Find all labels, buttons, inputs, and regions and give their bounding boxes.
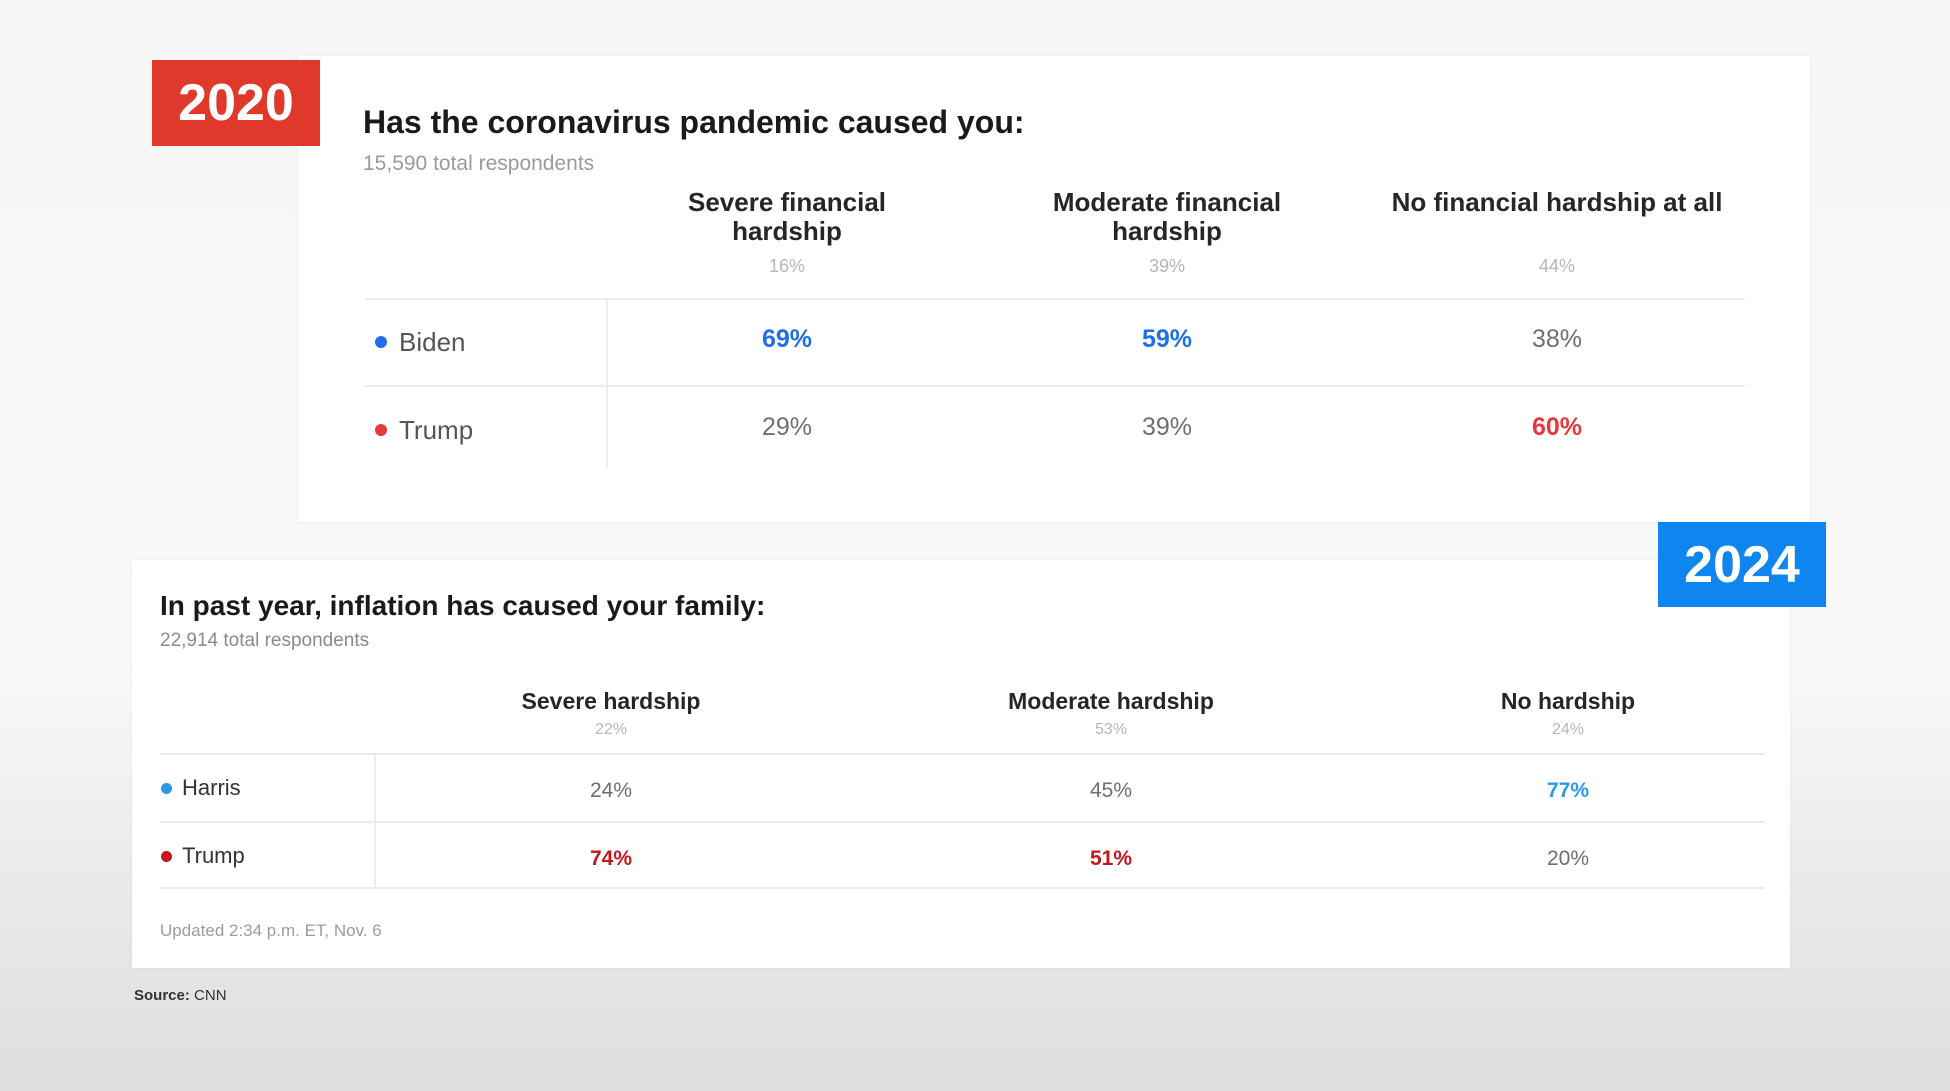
poll-title-2024: In past year, inflation has caused your … — [160, 590, 766, 621]
series-dot-biden — [375, 336, 387, 348]
poll-title-2020: Has the coronavirus pandemic caused you: — [363, 104, 1025, 140]
cell-trump2024-moderate: 51% — [1089, 847, 1133, 870]
header-divider-2024 — [160, 753, 1765, 755]
row-label-text: Trump — [399, 414, 474, 445]
column-share-none-2020: 44% — [1538, 256, 1576, 276]
respondents-2020: 15,590 total respondents — [363, 152, 595, 175]
cell-harris-none: 77% — [1546, 779, 1590, 802]
label-column-divider-2024 — [374, 755, 376, 887]
row-label-text: Harris — [182, 775, 241, 800]
cell-harris-moderate: 45% — [1089, 779, 1133, 802]
column-share-moderate-2024: 53% — [1094, 721, 1128, 738]
row-label-text: Biden — [399, 326, 466, 357]
cell-harris-severe: 24% — [589, 779, 633, 802]
cell-biden-moderate: 59% — [1141, 325, 1193, 353]
cell-trump2024-none: 20% — [1546, 847, 1590, 870]
poll-card-2020 — [298, 56, 1810, 522]
cell-trump2020-moderate: 39% — [1141, 413, 1193, 441]
column-share-none-2024: 24% — [1551, 721, 1585, 738]
cell-trump2020-none: 60% — [1531, 413, 1583, 441]
row-label-biden: Biden — [375, 322, 466, 362]
source-credit: Source: CNN — [134, 987, 227, 1004]
column-share-severe-2020: 16% — [768, 256, 806, 276]
row-label-text: Trump — [182, 843, 245, 868]
series-dot-harris — [161, 782, 172, 794]
poll-card-2024 — [132, 560, 1790, 968]
cell-biden-none: 38% — [1531, 325, 1583, 353]
column-header-none-2020: No financial hardship at all — [1391, 187, 1723, 217]
label-column-divider-2020 — [606, 300, 608, 468]
cell-trump2024-severe: 74% — [589, 847, 633, 870]
row-label-trump-2024: Trump — [161, 840, 245, 872]
column-header-severe-2020: Severe financial hardship — [688, 187, 886, 246]
row-divider-2024-1 — [160, 821, 1765, 823]
source-label: Source: — [134, 987, 190, 1004]
column-header-moderate-2024: Moderate hardship — [1008, 688, 1214, 714]
updated-timestamp: Updated 2:34 p.m. ET, Nov. 6 — [160, 921, 382, 940]
row-label-harris: Harris — [161, 772, 241, 804]
year-tag-2020: 2020 — [152, 60, 320, 146]
row-divider-2024-2 — [160, 887, 1765, 889]
column-header-none-2024: No hardship — [1500, 688, 1636, 714]
header-divider-2020 — [365, 298, 1745, 300]
column-share-severe-2024: 22% — [594, 721, 628, 738]
cell-trump2020-severe: 29% — [761, 413, 813, 441]
row-label-trump-2020: Trump — [375, 410, 473, 450]
row-divider-2020 — [365, 385, 1745, 387]
series-dot-trump-2024 — [161, 850, 172, 862]
series-dot-trump-2020 — [375, 424, 387, 436]
column-header-moderate-2020: Moderate financial hardship — [1052, 187, 1282, 246]
cell-biden-severe: 69% — [761, 325, 813, 353]
column-share-moderate-2020: 39% — [1148, 256, 1186, 276]
source-value: CNN — [194, 987, 227, 1004]
respondents-2024: 22,914 total respondents — [160, 630, 370, 651]
column-header-severe-2024: Severe hardship — [521, 688, 701, 714]
year-tag-2024: 2024 — [1658, 522, 1826, 607]
